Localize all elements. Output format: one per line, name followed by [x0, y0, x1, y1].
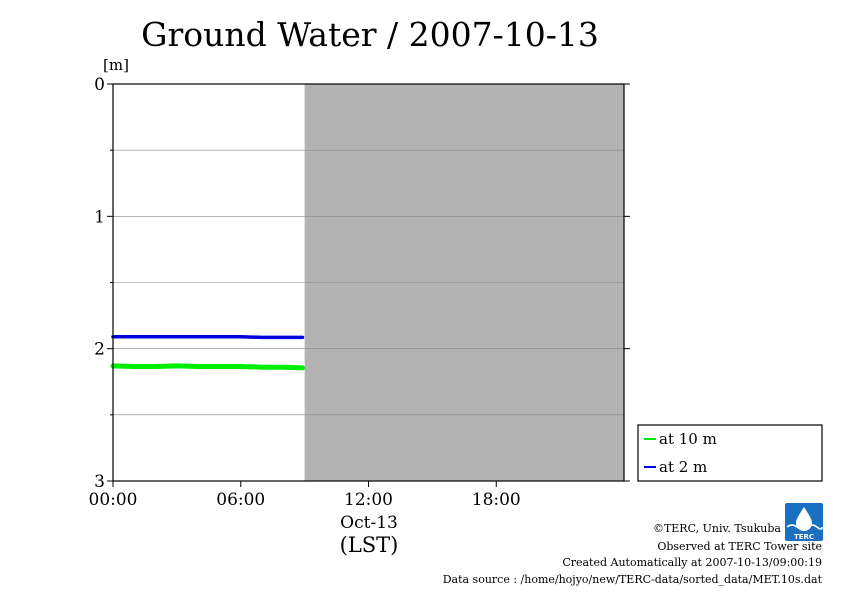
x-tick-label: 12:00 — [344, 490, 393, 510]
x-tick-label: 06:00 — [216, 490, 265, 510]
chart-title: Ground Water / 2007-10-13 — [141, 15, 599, 54]
x-axis-label: (LST) — [340, 533, 399, 557]
source-text: Data source : /home/hojyo/new/TERC-data/… — [443, 573, 823, 586]
series-lines — [110, 335, 305, 371]
series-line-2m — [111, 335, 305, 340]
y-tick-label: 0 — [94, 75, 105, 95]
x-tick-label: 00:00 — [89, 490, 138, 510]
terc-logo: TERC — [785, 503, 823, 541]
copyright-text: ©TERC, Univ. Tsukuba — [653, 522, 781, 535]
gridlines — [113, 149, 624, 416]
x-tick-label: 18:00 — [472, 490, 521, 510]
date-label: Oct-13 — [340, 513, 398, 533]
water-drop-icon — [796, 507, 812, 531]
observed-text: Observed at TERC Tower site — [657, 540, 822, 553]
axis-ticks: 0 1 2 300:00 06:00 12:00 18:00 — [89, 75, 630, 510]
y-tick-label: 2 — [94, 340, 105, 360]
logo-text: TERC — [794, 533, 814, 541]
legend: at 10 m at 2 m — [637, 424, 823, 482]
wave-icon — [786, 524, 823, 530]
legend-box — [637, 424, 823, 482]
legend-label-10m: at 10 m — [659, 430, 717, 448]
created-text: Created Automatically at 2007-10-13/09:0… — [562, 556, 822, 569]
y-tick-label: 3 — [94, 472, 105, 492]
y-tick-label: 1 — [94, 207, 105, 227]
y-axis-label: [m] — [103, 56, 129, 74]
legend-label-2m: at 2 m — [659, 458, 707, 476]
series-line-10m — [110, 363, 305, 371]
